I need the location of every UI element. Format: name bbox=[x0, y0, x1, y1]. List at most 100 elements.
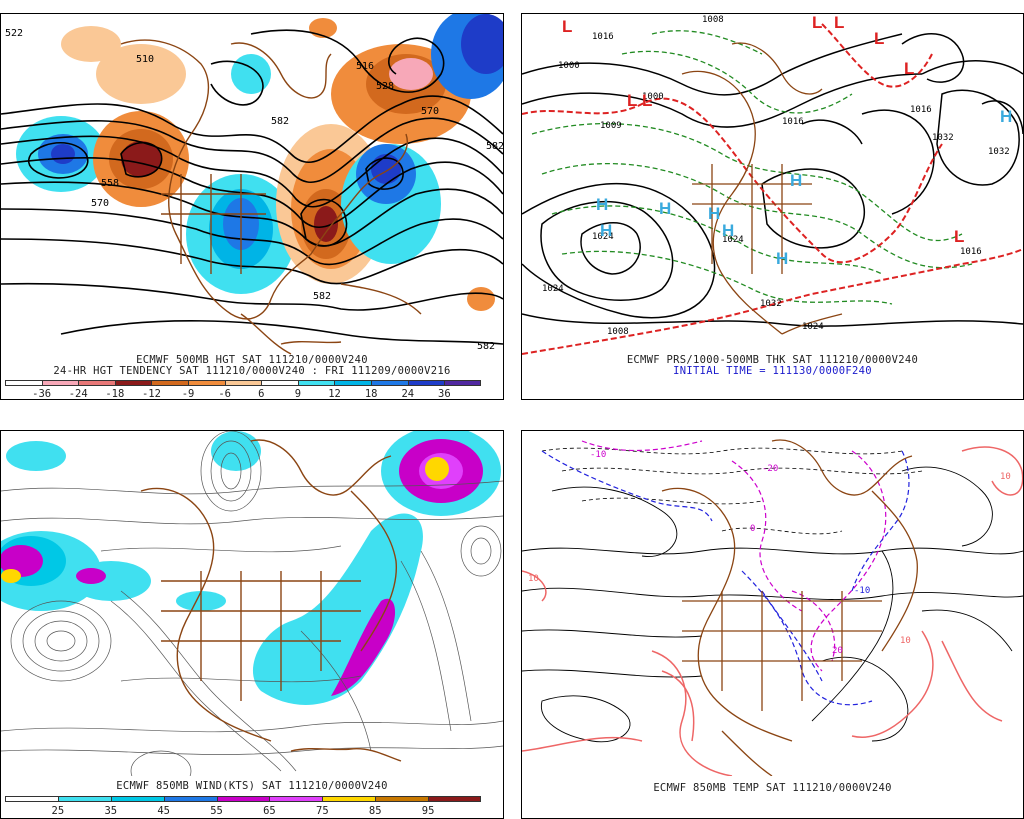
tendency-blob bbox=[389, 58, 433, 90]
temp-contours-magenta bbox=[581, 440, 887, 672]
panel-caption: 24-HR HGT TENDENCY SAT 111210/0000V240 :… bbox=[53, 365, 451, 377]
legend-swatch bbox=[5, 380, 42, 386]
wind-fill bbox=[1, 545, 43, 577]
legend-label: 65 bbox=[263, 805, 276, 817]
wind-fill bbox=[211, 431, 261, 471]
wind-fill bbox=[252, 513, 423, 705]
legend-swatch bbox=[78, 380, 115, 386]
pressure-label: 1024 bbox=[722, 235, 744, 245]
wind-fill bbox=[76, 568, 106, 584]
legend-swatch bbox=[163, 796, 217, 802]
tendency-blob bbox=[61, 26, 121, 62]
pressure-label: 1016 bbox=[910, 105, 932, 115]
low-pressure-marker: L bbox=[642, 91, 652, 110]
coastlines bbox=[661, 439, 918, 776]
map-850mb-wind bbox=[1, 431, 503, 776]
pressure-label: 1024 bbox=[802, 322, 824, 332]
temp-contours-dashed bbox=[541, 447, 923, 535]
map-pressure-thickness: 1008 1016 1000 1009 1024 1016 1000 1024 … bbox=[522, 14, 1023, 355]
panel-caption: ECMWF 500MB HGT SAT 111210/0000V240 bbox=[136, 354, 368, 366]
color-legend bbox=[5, 796, 481, 802]
legend-label: 6 bbox=[258, 388, 265, 400]
high-pressure-marker: H bbox=[708, 204, 720, 223]
pressure-label: 1032 bbox=[988, 147, 1010, 157]
contour-label: 570 bbox=[91, 198, 109, 209]
pressure-labels: 1008 1016 1000 1009 1024 1016 1000 1024 … bbox=[542, 15, 1010, 337]
legend-swatch bbox=[57, 796, 111, 802]
pressure-label: 1000 bbox=[558, 61, 580, 71]
legend-label: -6 bbox=[218, 388, 232, 400]
legend-label: -12 bbox=[141, 388, 161, 400]
contour-label: 582 bbox=[313, 291, 331, 302]
legend-swatch bbox=[261, 380, 298, 386]
contour-label: 558 bbox=[101, 178, 119, 189]
panel-caption: ECMWF 850MB TEMP SAT 111210/0000V240 bbox=[653, 782, 892, 794]
legend-label: 95 bbox=[421, 805, 435, 817]
contour-label: 528 bbox=[376, 81, 394, 92]
contour-label: 522 bbox=[5, 28, 23, 39]
contour-label: 510 bbox=[136, 54, 154, 65]
panel-caption: ECMWF PRS/1000-500MB THK SAT 111210/0000… bbox=[626, 354, 919, 366]
low-pressure-marker: L bbox=[874, 29, 884, 48]
legend-swatch bbox=[322, 796, 376, 802]
legend-swatch bbox=[371, 380, 408, 386]
temp-label: 10 bbox=[528, 574, 539, 584]
thickness-red bbox=[522, 23, 1023, 355]
wind-speed-fills bbox=[1, 431, 501, 705]
coastlines bbox=[681, 42, 843, 335]
map-500mb-height: 522 510 558 570 582 516 528 570 582 582 … bbox=[1, 14, 503, 355]
temp-label: -20 bbox=[762, 464, 778, 474]
legend-swatch bbox=[428, 796, 481, 802]
temp-label: 10 bbox=[1000, 472, 1011, 482]
thickness-green bbox=[531, 30, 973, 305]
legend-label: 36 bbox=[438, 388, 451, 400]
panel-500mb-height: 522 510 558 570 582 516 528 570 582 582 … bbox=[0, 13, 504, 400]
legend-swatch bbox=[110, 796, 164, 802]
legend-swatch bbox=[269, 796, 323, 802]
tendency-blob bbox=[231, 54, 271, 94]
tendency-blob bbox=[96, 44, 186, 104]
pressure-label: 1008 bbox=[702, 15, 724, 25]
high-pressure-marker: H bbox=[776, 249, 788, 268]
legend-label: 9 bbox=[294, 388, 302, 400]
legend-swatch bbox=[407, 380, 445, 386]
contour-label: 582 bbox=[477, 341, 495, 352]
panel-850mb-temp: -10 0 10 20 -20 10 -10 10 ECMWF 850MB TE… bbox=[521, 430, 1024, 819]
temp-label: 0 bbox=[750, 524, 755, 534]
initial-time-caption: INITIAL TIME = 111130/0000F240 bbox=[673, 365, 872, 377]
legend-swatch bbox=[151, 380, 189, 386]
panel-pressure-thickness: 1008 1016 1000 1009 1024 1016 1000 1024 … bbox=[521, 13, 1024, 400]
legend-label: 55 bbox=[210, 805, 223, 817]
legend-swatch bbox=[334, 380, 372, 386]
legend-swatch bbox=[114, 380, 152, 386]
low-pressure-marker: L bbox=[954, 227, 964, 246]
temp-label: 10 bbox=[900, 636, 911, 646]
tendency-blob bbox=[314, 206, 338, 242]
low-pressure-marker: L bbox=[627, 91, 637, 110]
legend-labels: 25 35 45 55 65 75 85 95 bbox=[5, 805, 481, 818]
map-850mb-temp: -10 0 10 20 -20 10 -10 10 bbox=[522, 439, 1023, 776]
high-pressure-marker: H bbox=[600, 221, 612, 240]
high-pressure-marker: H bbox=[596, 195, 608, 214]
temp-contours bbox=[522, 466, 1023, 743]
high-markers: H H H H H H H H bbox=[596, 107, 1012, 268]
panel-caption: ECMWF 850MB WIND(KTS) SAT 111210/0000V24… bbox=[116, 780, 388, 792]
legend-label: -36 bbox=[32, 388, 52, 400]
legend-swatch bbox=[188, 380, 225, 386]
pressure-label: 1000 bbox=[642, 92, 664, 102]
high-pressure-marker: H bbox=[659, 199, 671, 218]
high-pressure-marker: H bbox=[790, 171, 802, 190]
pressure-label: 1009 bbox=[600, 121, 622, 131]
contour-label: 582 bbox=[486, 141, 503, 152]
legend-swatch bbox=[216, 796, 270, 802]
contour-label: 582 bbox=[271, 116, 289, 127]
legend-swatch bbox=[375, 796, 428, 802]
legend-swatch bbox=[41, 380, 79, 386]
legend-label: 12 bbox=[328, 388, 341, 400]
pressure-label: 1024 bbox=[542, 284, 564, 294]
temp-label: 20 bbox=[832, 646, 843, 656]
tendency-blob bbox=[467, 287, 495, 311]
contour-label: 570 bbox=[421, 106, 439, 117]
panel-850mb-wind: ECMWF 850MB WIND(KTS) SAT 111210/0000V24… bbox=[0, 430, 504, 819]
legend-label: 35 bbox=[104, 805, 118, 817]
